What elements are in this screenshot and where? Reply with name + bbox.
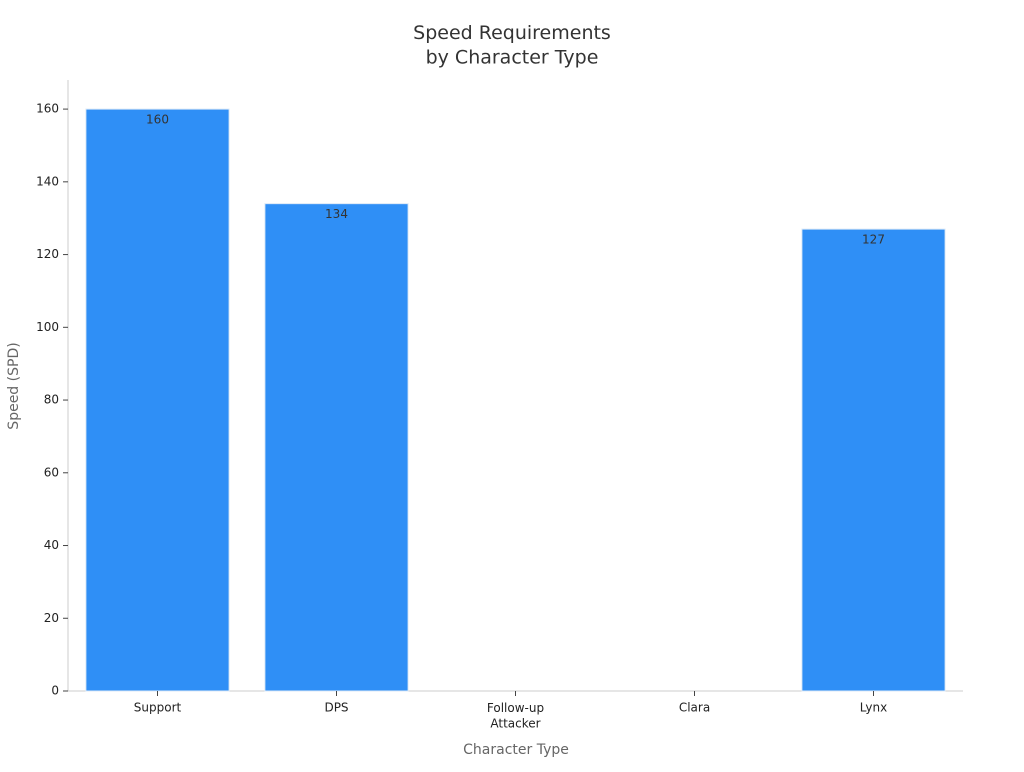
y-tick-label: 140 [36, 174, 59, 188]
x-axis-label: Character Type [463, 742, 569, 758]
chart-title: Speed Requirements by Character Type [413, 22, 611, 69]
value-label: 134 [325, 207, 348, 221]
x-tick-label: Support [134, 701, 182, 715]
y-tick-label: 80 [44, 393, 59, 407]
y-tick-label: 120 [36, 247, 59, 261]
x-tick-label: Lynx [860, 701, 887, 715]
x-tick-label: DPS [324, 701, 348, 715]
y-axis-label: Speed (SPD) [6, 342, 22, 429]
y-tick-label: 60 [44, 465, 59, 479]
y-tick-label: 160 [36, 102, 59, 116]
bar [85, 108, 230, 692]
value-label: 127 [862, 233, 885, 247]
bar [264, 203, 409, 692]
x-tick-label: Clara [679, 701, 710, 715]
y-tick-label: 100 [36, 320, 59, 334]
y-tick-label: 20 [44, 611, 59, 625]
y-tick-label: 40 [44, 538, 59, 552]
y-tick-label: 0 [51, 684, 59, 698]
value-label: 160 [146, 113, 169, 127]
bar [801, 228, 946, 692]
x-tick-label: Follow-up Attacker [487, 701, 544, 731]
